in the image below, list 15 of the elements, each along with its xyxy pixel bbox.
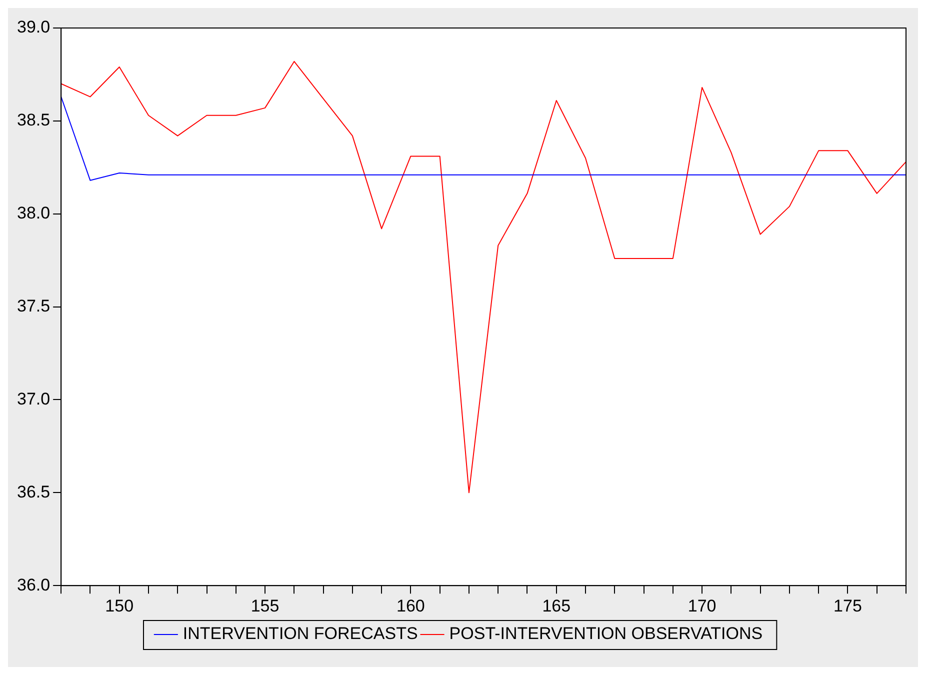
x-tick-label: 165: [542, 596, 571, 616]
x-tick-label: 155: [250, 596, 280, 616]
y-tick-label: 36.5: [16, 482, 50, 502]
legend-label: INTERVENTION FORECASTS: [182, 624, 418, 644]
x-tick-label: 170: [688, 596, 716, 616]
x-tick-label: 150: [105, 596, 134, 616]
y-tick-label: 38.0: [16, 204, 50, 223]
y-tick-label: 38.5: [16, 110, 50, 130]
y-tick-label: 36.0: [16, 575, 50, 594]
x-tick-label: 175: [834, 596, 862, 616]
x-tick-label: 160: [396, 596, 425, 616]
legend-label: POST-INTERVENTION OBSERVATIONS: [449, 624, 763, 644]
y-tick-label: 39.0: [16, 18, 50, 37]
y-tick-label: 37.0: [16, 389, 50, 408]
y-tick-label: 37.5: [16, 296, 50, 316]
